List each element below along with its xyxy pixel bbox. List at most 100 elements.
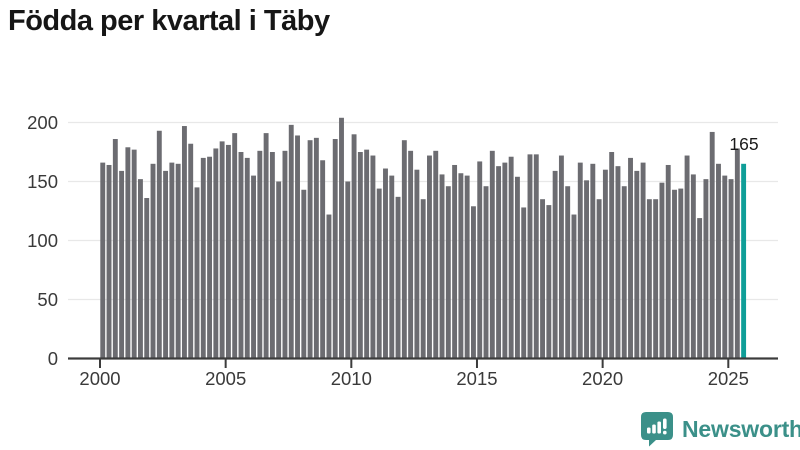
newsworthy-speech-bubble-chart-icon [641, 412, 673, 447]
bar [521, 207, 527, 359]
bar [640, 162, 646, 359]
chart-title: Födda per kvartal i Täby [8, 5, 330, 37]
bar [263, 133, 269, 359]
bar [514, 176, 520, 359]
bar [282, 150, 288, 359]
bar [728, 179, 734, 359]
bar [345, 181, 351, 359]
bar [238, 152, 244, 359]
x-tick-label: 2015 [456, 368, 497, 389]
bar [251, 175, 256, 359]
y-axis-labels: 0 50 100 150 200 [27, 112, 58, 369]
y-tick-label: 100 [27, 230, 58, 251]
newsworthy-logo: Newsworthy [640, 411, 800, 447]
bar [458, 173, 464, 359]
bar [351, 134, 357, 359]
bar [646, 199, 652, 359]
bar [414, 169, 420, 359]
bar [313, 137, 319, 359]
bar [621, 186, 627, 359]
bar [665, 164, 671, 359]
bar [439, 174, 445, 359]
bar [420, 199, 426, 359]
y-tick-label: 50 [37, 289, 58, 310]
bar [376, 188, 382, 359]
bar [138, 179, 143, 359]
bar [433, 150, 439, 359]
bar [678, 188, 684, 359]
bar [590, 163, 596, 359]
bar [207, 156, 213, 359]
bar [307, 140, 313, 359]
bar [659, 182, 665, 359]
bar [213, 148, 219, 359]
bar [364, 149, 370, 359]
bar [320, 160, 326, 359]
x-axis-labels: 2000 2005 2010 2015 2020 2025 [79, 368, 748, 389]
bar [540, 199, 546, 359]
highlighted-bar [741, 163, 747, 359]
bar [703, 179, 709, 359]
bar [188, 143, 194, 359]
bar [477, 161, 483, 359]
bar [615, 166, 621, 359]
bar [357, 152, 363, 359]
bar [408, 150, 414, 359]
bar [596, 199, 602, 359]
bar [558, 155, 564, 359]
bar [571, 214, 577, 359]
x-tick-label: 2010 [331, 368, 372, 389]
newsworthy-logo-text: Newsworthy [682, 415, 800, 442]
bar [219, 141, 225, 359]
bar [734, 148, 740, 359]
bar [602, 169, 608, 359]
bar [634, 170, 640, 359]
bar [445, 186, 451, 359]
bar [672, 189, 677, 359]
last-value-label: 165 [729, 134, 758, 154]
bar [163, 170, 169, 359]
bar [276, 181, 282, 359]
bar [496, 166, 502, 359]
bar [194, 187, 200, 359]
bar [326, 214, 332, 359]
bar [112, 139, 118, 359]
bar [483, 186, 489, 359]
x-tick-label: 2020 [582, 368, 623, 389]
bar [508, 156, 514, 359]
bar [684, 155, 690, 359]
bar [125, 147, 131, 359]
bar [609, 152, 615, 359]
bar [156, 130, 162, 359]
bar [401, 140, 407, 359]
bar [144, 198, 150, 359]
bar [370, 155, 376, 359]
bar [584, 180, 589, 359]
x-tick-label: 2000 [79, 368, 120, 389]
bar [690, 174, 696, 359]
bar [200, 157, 206, 359]
bar [389, 175, 395, 359]
bar [464, 175, 470, 359]
y-tick-label: 150 [27, 171, 58, 192]
bar [332, 139, 338, 359]
y-tick-label: 200 [27, 112, 58, 133]
bar [288, 124, 294, 359]
bars [100, 117, 747, 359]
bar [653, 199, 659, 359]
bar [502, 162, 508, 359]
bar [565, 186, 571, 359]
bar [100, 162, 106, 359]
bar [552, 170, 558, 359]
bar [181, 126, 187, 359]
bar [489, 150, 495, 359]
bar [697, 218, 703, 359]
bar [106, 164, 112, 359]
bar [383, 168, 388, 359]
bar [225, 144, 231, 359]
bar [339, 117, 344, 359]
x-tick-label: 2005 [205, 368, 246, 389]
y-tick-label: 0 [48, 348, 58, 369]
bar [150, 163, 156, 359]
